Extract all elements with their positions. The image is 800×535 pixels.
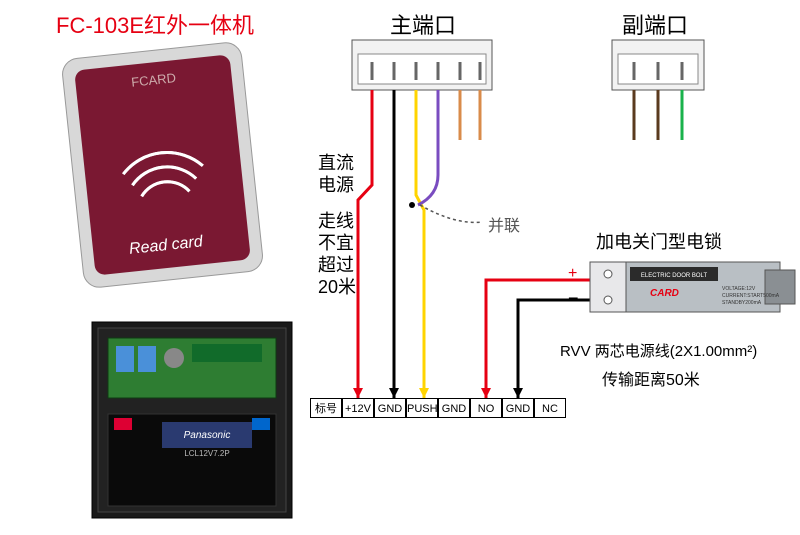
svg-text:Panasonic: Panasonic xyxy=(184,430,231,441)
parallel-dotted xyxy=(420,205,482,222)
svg-text:VOLTAGE:12V: VOLTAGE:12V xyxy=(722,286,756,292)
svg-text:CARD: CARD xyxy=(650,288,679,299)
electric-lock: ELECTRIC DOOR BOLT CARD VOLTAGE:12V CURR… xyxy=(590,262,795,312)
card-reader: FCARD Read card xyxy=(61,41,264,289)
terminal-label-4: GND xyxy=(438,398,470,418)
lock-title: 加电关门型电锁 xyxy=(596,228,722,254)
main-connector xyxy=(352,40,492,90)
main-wires xyxy=(353,90,480,398)
power-supply-unit: Panasonic LCL12V7.2P xyxy=(92,322,292,518)
plus-sign: + xyxy=(568,265,577,282)
terminal-label-1: +12V xyxy=(342,398,374,418)
diagram-svg: FCARD Read card xyxy=(0,0,800,535)
svg-text:STANDBY200mA: STANDBY200mA xyxy=(722,300,762,306)
terminal-label-3: PUSH xyxy=(406,398,438,418)
dc-power-note: 直流 电源 xyxy=(318,152,354,196)
terminal-label-6: GND xyxy=(502,398,534,418)
terminal-strip: 标号 +12V GND PUSH GND NO GND NC xyxy=(310,398,566,418)
distance-note: 传输距离50米 xyxy=(602,366,700,390)
svg-text:CURRENT:START500mA: CURRENT:START500mA xyxy=(722,293,780,299)
terminal-label-7: NC xyxy=(534,398,566,418)
terminal-label-5: NO xyxy=(470,398,502,418)
terminal-label-2: GND xyxy=(374,398,406,418)
svg-text:ELECTRIC DOOR BOLT: ELECTRIC DOOR BOLT xyxy=(641,273,708,279)
sub-connector xyxy=(612,40,704,90)
svg-text:LCL12V7.2P: LCL12V7.2P xyxy=(184,449,229,458)
wire-limit-note: 走线 不宜 超过 20米 xyxy=(318,210,356,298)
parallel-note: 并联 xyxy=(488,212,520,236)
terminal-label-0: 标号 xyxy=(310,398,342,418)
sub-wires xyxy=(634,90,682,140)
cable-note: RVV 两芯电源线(2X1.00mm²) xyxy=(560,340,757,361)
minus-sign: − xyxy=(568,288,579,308)
